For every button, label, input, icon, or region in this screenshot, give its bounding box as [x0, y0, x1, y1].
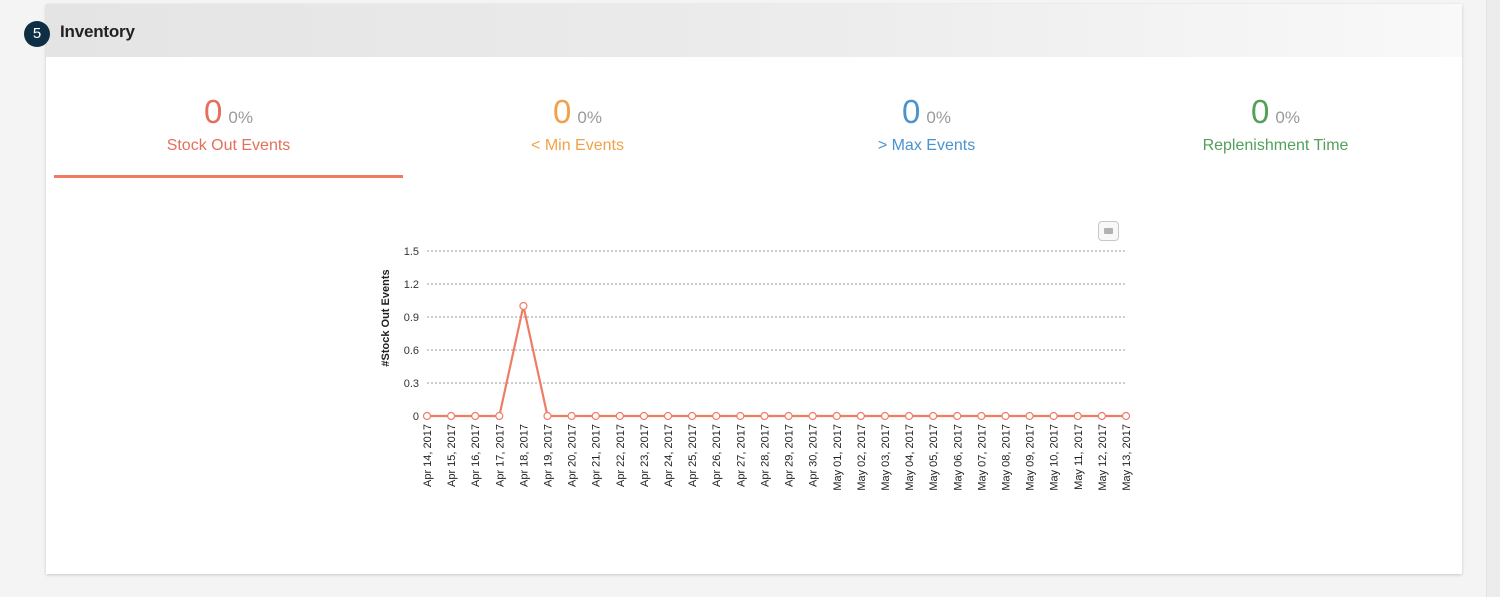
y-axis-label: #Stock Out Events	[380, 269, 392, 366]
x-tick-label: Apr 18, 2017	[518, 424, 530, 487]
panel-header: Inventory	[46, 4, 1462, 57]
x-tick-label: May 05, 2017	[928, 424, 940, 491]
data-point[interactable]	[447, 411, 456, 421]
data-point[interactable]	[663, 411, 673, 421]
tab-value: 0	[204, 93, 223, 130]
x-tick-label: Apr 23, 2017	[639, 424, 651, 487]
tab-max-events[interactable]: 0 0% > Max Events	[752, 92, 1101, 178]
data-point[interactable]	[1073, 411, 1082, 421]
tab-label: > Max Events	[877, 137, 976, 154]
data-point[interactable]	[832, 411, 841, 421]
x-tick-label: Apr 28, 2017	[759, 424, 771, 487]
data-point[interactable]	[736, 411, 745, 421]
x-tick-label: May 04, 2017	[904, 424, 916, 491]
data-point[interactable]	[1049, 411, 1058, 421]
data-point[interactable]	[471, 411, 480, 421]
x-tick-label: Apr 15, 2017	[446, 424, 458, 487]
stock-out-events-chart: 0 0.3 0.6 0.9 1.2 1.5 Apr 14, 2017 Apr 15, 201…	[380, 246, 1133, 491]
data-point[interactable]	[567, 411, 576, 421]
tab-label: Stock Out Events	[166, 137, 291, 154]
data-point[interactable]	[422, 411, 432, 421]
x-tick-label: May 08, 2017	[1000, 424, 1012, 491]
tab-percent: 0%	[1275, 108, 1300, 127]
x-tick-label: May 11, 2017	[1073, 424, 1085, 490]
y-tick-label: 1.5	[404, 246, 419, 258]
x-tick-label: May 01, 2017	[832, 424, 844, 491]
export-menu-icon	[1104, 228, 1113, 234]
x-tick-label: Apr 19, 2017	[543, 424, 555, 487]
data-point[interactable]	[977, 411, 986, 421]
data-point[interactable]	[712, 411, 721, 421]
y-tick-label: 0	[413, 411, 419, 423]
y-tick-label: 0.9	[404, 312, 419, 324]
x-tick-label: Apr 30, 2017	[808, 424, 820, 487]
data-point[interactable]	[495, 411, 504, 421]
tab-percent: 0%	[228, 108, 253, 127]
data-point[interactable]	[856, 411, 865, 421]
y-tick-label: 1.2	[404, 279, 419, 291]
page-scrollbar[interactable]	[1486, 0, 1500, 597]
tab-percent: 0%	[577, 108, 602, 127]
active-tab-indicator	[54, 175, 403, 178]
data-point[interactable]	[760, 411, 769, 421]
chart-export-button[interactable]	[1098, 221, 1119, 241]
y-tick-label: 0.3	[404, 378, 419, 390]
x-tick-label: Apr 22, 2017	[615, 424, 627, 487]
x-tick-label: Apr 16, 2017	[470, 424, 482, 487]
data-point[interactable]	[929, 411, 938, 421]
panel-title: Inventory	[60, 22, 135, 41]
x-tick-label: Apr 29, 2017	[784, 424, 796, 487]
data-point[interactable]	[953, 411, 962, 421]
tab-percent: 0%	[926, 108, 951, 127]
x-tick-label: Apr 20, 2017	[567, 424, 579, 487]
x-tick-label: May 13, 2017	[1121, 424, 1133, 491]
x-tick-label: Apr 25, 2017	[687, 424, 699, 487]
x-tick-label: Apr 27, 2017	[735, 424, 747, 487]
series-line	[427, 305, 1126, 418]
data-point[interactable]	[808, 411, 817, 421]
data-point[interactable]	[1025, 411, 1034, 421]
data-point[interactable]	[543, 411, 552, 421]
tab-label: Replenishment Time	[1202, 137, 1349, 154]
y-tick-label: 0.6	[404, 345, 419, 357]
x-tick-label: Apr 21, 2017	[591, 424, 603, 487]
x-tick-label: Apr 14, 2017	[422, 424, 434, 487]
x-tick-label: May 09, 2017	[1025, 424, 1037, 491]
data-point[interactable]	[519, 301, 528, 311]
x-tick-label: May 06, 2017	[952, 424, 964, 491]
x-tick-label: May 10, 2017	[1049, 424, 1061, 491]
tab-value: 0	[1251, 93, 1270, 130]
inventory-panel: Inventory 0 0% Stock Out Events 0 0% < Min…	[46, 4, 1462, 574]
x-tick-label: May 02, 2017	[856, 424, 868, 491]
x-tick-label: Apr 17, 2017	[494, 424, 506, 487]
data-point[interactable]	[639, 411, 649, 421]
x-tick-label: May 07, 2017	[976, 424, 988, 491]
tab-stock-out-events[interactable]: 0 0% Stock Out Events	[54, 92, 403, 178]
data-point[interactable]	[615, 411, 624, 421]
x-tick-label: May 12, 2017	[1097, 424, 1109, 491]
x-tick-label: Apr 26, 2017	[711, 424, 723, 487]
tab-min-events[interactable]: 0 0% < Min Events	[403, 92, 752, 178]
data-point[interactable]	[1001, 411, 1010, 421]
data-point[interactable]	[688, 411, 697, 421]
data-point[interactable]	[1097, 411, 1106, 421]
x-tick-label: Apr 24, 2017	[663, 424, 675, 487]
tab-label: < Min Events	[531, 137, 624, 154]
step-number-badge: 5	[24, 21, 50, 47]
tab-replenishment-time[interactable]: 0 0% Replenishment Time	[1101, 92, 1450, 178]
tab-value: 0	[902, 93, 921, 130]
data-point[interactable]	[1121, 411, 1131, 421]
tab-value: 0	[553, 93, 572, 130]
data-point[interactable]	[591, 411, 600, 421]
data-point[interactable]	[784, 411, 793, 421]
data-point[interactable]	[904, 411, 914, 421]
x-tick-label: May 03, 2017	[880, 424, 892, 491]
data-point[interactable]	[880, 411, 890, 421]
